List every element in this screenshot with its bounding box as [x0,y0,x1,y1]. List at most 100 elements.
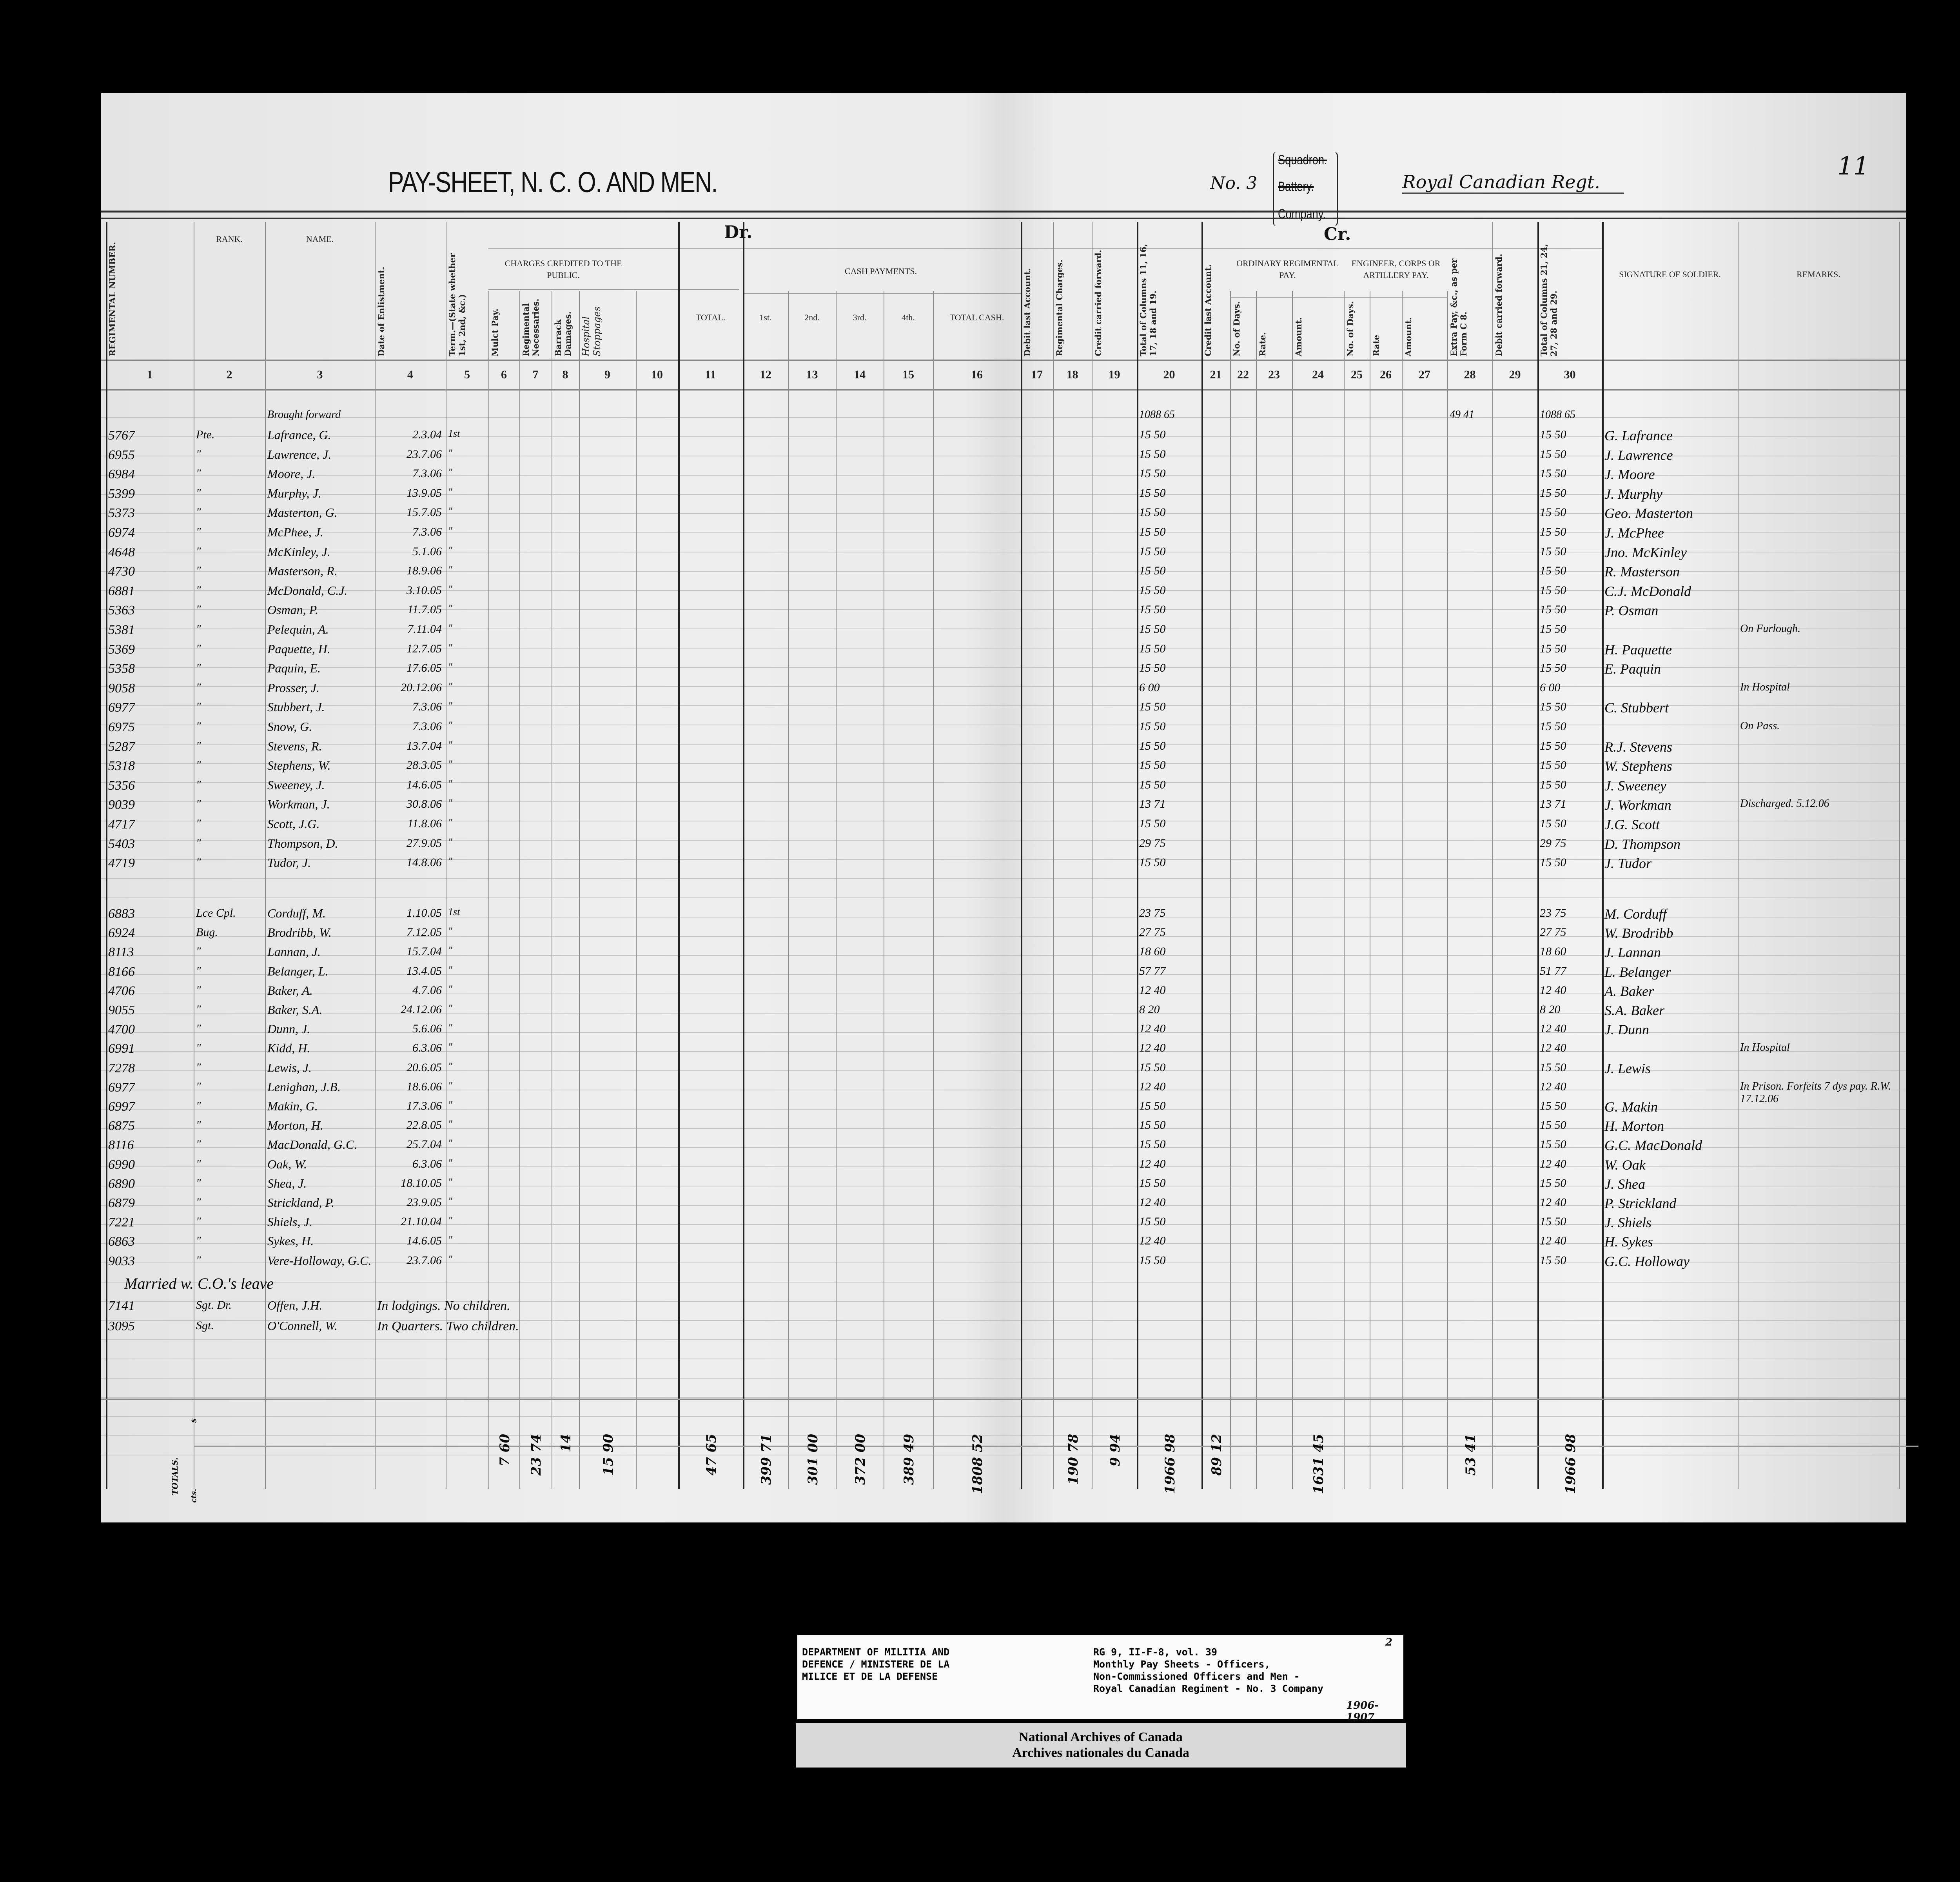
enlistment-date: 6.3.06 [412,1041,442,1055]
soldier-name: Shea, J. [267,1176,307,1190]
column-header-29: Debit carried forward. [1494,254,1504,356]
column-header-31: SIGNATURE OF SOLDIER. [1619,269,1721,279]
soldier-signature: E. Paquin [1604,661,1661,677]
soldier-signature: L. Belanger [1604,964,1671,980]
rank: " [196,583,201,597]
soldier-name: Morton, H. [267,1118,324,1133]
regimental-number: 6881 [108,583,135,598]
total-debit: 29 75 [1139,836,1166,850]
column-divider [788,291,789,1489]
total-credit: 15 50 [1540,720,1566,733]
remarks: Discharged. 5.12.06 [1740,797,1829,810]
term: " [448,1060,452,1072]
unit-type-bracket: Squadron. Battery. Company. [1273,152,1338,226]
regimental-number: 6984 [108,467,135,482]
term: " [448,447,452,459]
term: " [448,719,452,731]
rank: " [196,1119,201,1132]
soldier-signature: C. Stubbert [1604,700,1669,716]
column-divider [743,222,744,1489]
total-debit: 12 40 [1139,1041,1166,1055]
enlistment-date: 21.10.04 [401,1215,442,1228]
rank: " [196,1176,201,1190]
total-debit: 57 77 [1139,964,1166,977]
total-debit: 15 50 [1139,778,1166,791]
soldier-signature: J. Workman [1604,797,1671,813]
remarks: In Prison. Forfeits 7 dys pay. R.W. 17.1… [1740,1080,1891,1105]
regimental-number: 5318 [108,759,135,774]
rank: " [196,506,201,519]
soldier-name: Corduff, M. [267,906,326,920]
term: " [448,544,452,556]
soldier-name: McKinley, J. [267,544,330,559]
regimental-number: 6890 [108,1176,135,1191]
regimental-number: 6975 [108,720,135,734]
rank: " [196,467,201,480]
column-header-14: 3rd. [853,312,867,322]
column-header-24: Amount. [1294,317,1303,356]
enlistment-date: 18.10.05 [401,1176,442,1190]
total-value-col18: 190 78 [1065,1434,1081,1485]
total-credit: 15 50 [1540,739,1566,752]
soldier-signature: H. Morton [1604,1118,1664,1134]
regimental-number: 6977 [108,1080,135,1095]
soldier-name: Belanger, L. [267,964,328,978]
enlistment-date: 4.7.06 [412,983,442,997]
enlistment-date: 3.10.05 [407,583,442,597]
column-divider [1256,291,1257,1489]
total-debit: 15 50 [1139,1119,1166,1132]
rank: " [196,1253,201,1267]
term: " [448,836,452,848]
total-credit: 15 50 [1540,1138,1566,1151]
soldier-signature: R. Masterson [1604,564,1680,580]
brought-forward-col28: 49 41 [1450,409,1474,421]
total-credit: 6 00 [1540,681,1561,694]
total-credit: 15 50 [1540,778,1566,791]
regimental-number: 7278 [108,1061,135,1075]
total-credit: 15 50 [1540,1253,1566,1267]
enlistment-date: 15.7.05 [407,506,442,519]
term: " [448,964,452,976]
total-value-col19: 9 94 [1107,1434,1123,1466]
total-debit: 15 50 [1139,467,1166,480]
rank: " [196,1080,201,1093]
column-header-19: Credit carried forward. [1093,250,1103,356]
group-charges-label: CHARGES CREDITED TO THE PUBLIC. [505,258,622,280]
total-debit: 6 00 [1139,681,1160,694]
total-credit: 12 40 [1540,1196,1566,1209]
soldier-name: McPhee, J. [267,525,324,539]
enlistment-date: 7.3.06 [412,525,442,538]
regimental-number: 6955 [108,447,135,462]
total-debit: 15 50 [1139,525,1166,538]
charges-rule [488,289,739,290]
rank: " [196,1003,201,1016]
soldier-name: Stubbert, J. [267,700,325,714]
soldier-name: Stevens, R. [267,739,322,753]
term: " [448,1003,452,1014]
column-number: 8 [562,368,568,381]
total-debit: 15 50 [1139,1138,1166,1151]
regimental-number: 8113 [108,945,134,960]
column-header-27: Amount. [1403,317,1413,356]
brought-forward-col30: 1088 65 [1540,409,1575,421]
soldier-signature: J. Lewis [1604,1060,1651,1076]
column-divider [1447,291,1448,1489]
department-line: DEFENCE / MINISTERE DE LA [802,1659,950,1670]
reference-line: Monthly Pay Sheets - Officers, [1093,1659,1270,1670]
column-divider [1053,222,1054,1489]
rank: " [196,681,201,694]
total-credit: 15 50 [1540,700,1566,714]
column-divider [519,291,520,1489]
brought-forward-label: Brought forward [267,409,341,421]
soldier-name: Lewis, J. [267,1060,312,1075]
column-number: 29 [1509,368,1521,381]
column-header-13: 2nd. [804,312,820,322]
total-debit: 15 50 [1139,661,1166,675]
total-debit: 12 40 [1139,1022,1166,1035]
column-header-6: Mulct Pay. [490,308,500,356]
column-header-7: Regimental Necessaries. [521,298,541,357]
enlistment-date: 23.7.06 [407,447,442,461]
column-number: 12 [760,368,771,381]
enlistment-date: 1.10.05 [407,906,442,919]
column-number: 30 [1564,368,1576,381]
